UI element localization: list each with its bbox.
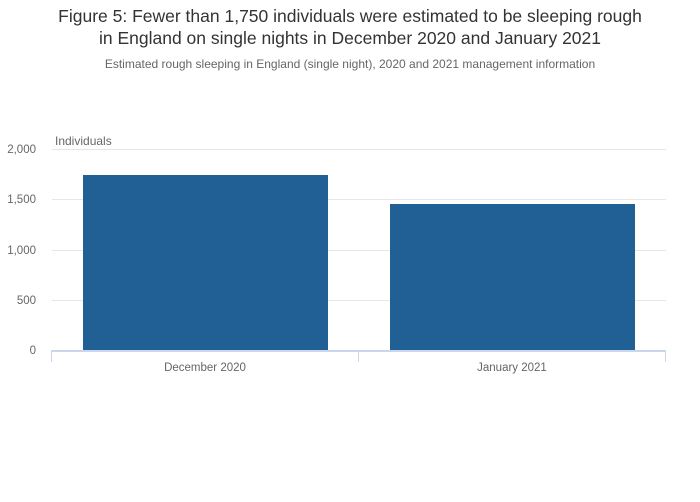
x-axis-tick-2 [664, 350, 667, 362]
y-tick-label-1500: 1,500 [7, 194, 36, 207]
y-tick-label-2000: 2,000 [7, 144, 36, 156]
gridline-500 [51, 299, 666, 301]
x-category-label-december-2020: December 2020 [164, 362, 246, 374]
gridline-2000 [51, 149, 666, 150]
y-tick-label-0: 0 [29, 345, 36, 357]
gridline-1000 [51, 249, 666, 251]
chart-title: Figure 5: Fewer than 1,750 individuals w… [0, 6, 700, 49]
chart-subtitle: Estimated rough sleeping in England (sin… [104, 57, 596, 71]
y-axis-title: Individuals [55, 134, 112, 148]
x-category-label-january-2021: January 2021 [477, 362, 547, 374]
chart-title-line-1: Figure 5: Fewer than 1,750 individuals w… [58, 6, 642, 26]
y-tick-label-1000: 1,000 [7, 244, 36, 257]
bar-january-2021 [389, 203, 635, 351]
chart-title-line-2: in England on single nights in December … [98, 27, 601, 48]
gridline-1500 [51, 199, 666, 201]
x-axis-tick-1 [357, 350, 360, 362]
y-tick-label-500: 500 [16, 294, 36, 307]
bar-december-2020 [82, 175, 328, 351]
x-axis-tick-0 [50, 350, 53, 362]
